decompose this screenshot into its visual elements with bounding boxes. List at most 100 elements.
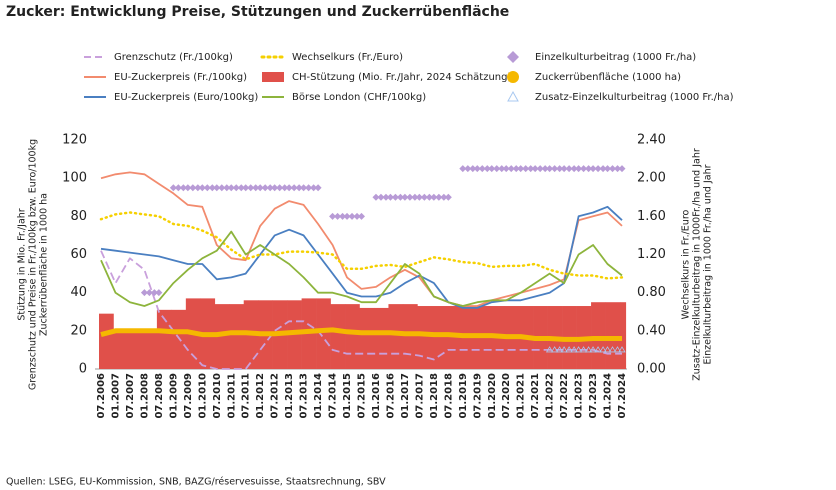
bar: [446, 306, 462, 369]
legend-swatch: [507, 71, 519, 83]
line: [100, 230, 623, 307]
line: [100, 250, 622, 370]
y2-tick-label: 2.00: [637, 171, 666, 186]
x-tick-label: 01.2019: [458, 373, 469, 419]
legend-label: EU-Zuckerpreis (Euro/100kg): [114, 92, 258, 103]
marker: [198, 184, 206, 192]
marker: [444, 193, 452, 201]
marker: [213, 184, 221, 192]
x-tick-label: 07.2006: [96, 373, 107, 419]
marker: [406, 193, 414, 201]
legend-item: EU-Zuckerpreis (Fr./100kg): [84, 72, 247, 83]
y-axis-label: Grenzschutz und Preise in Fr./100kg bzw.…: [28, 139, 39, 390]
x-tick-label: 07.2014: [328, 373, 339, 419]
marker: [314, 184, 322, 192]
x-tick-label: 01.2009: [168, 373, 179, 419]
bar: [373, 307, 389, 369]
marker: [208, 184, 216, 192]
marker: [560, 165, 568, 173]
x-tick-label: 01.2010: [197, 373, 208, 419]
marker: [396, 193, 404, 201]
legend-label: Börse London (CHF/100kg): [292, 92, 426, 103]
marker: [343, 212, 351, 220]
legend-item: EU-Zuckerpreis (Euro/100kg): [84, 92, 258, 103]
legend-swatch: [507, 90, 519, 102]
y2-tick-label: 0.00: [637, 362, 666, 377]
marker: [150, 289, 158, 297]
line: [100, 327, 622, 342]
marker: [589, 165, 597, 173]
x-tick-label: 01.2024: [603, 373, 614, 419]
marker: [353, 212, 361, 220]
bar: [99, 313, 114, 369]
legend-label: Zuckerrübenfläche (1000 ha): [535, 72, 681, 83]
bar: [316, 298, 331, 369]
x-tick-label: 01.2016: [371, 373, 382, 419]
marker: [604, 165, 612, 173]
x-tick-label: 01.2017: [400, 373, 411, 419]
marker: [372, 193, 380, 201]
marker: [584, 346, 593, 353]
chart-title: Zucker: Entwicklung Preise, Stützungen u…: [6, 4, 509, 20]
marker: [261, 184, 269, 192]
x-tick-label: 07.2017: [414, 373, 425, 419]
bar: [605, 302, 621, 369]
marker: [580, 165, 588, 173]
marker: [386, 193, 394, 201]
y2-tick-label: 0.80: [637, 285, 666, 300]
marker: [609, 165, 617, 173]
marker: [575, 165, 583, 173]
y2-axis-label: Wechselkurs in Fr./Euro: [681, 209, 692, 319]
x-tick-label: 07.2022: [559, 373, 570, 419]
legend-item: CH-Stützung (Mio. Fr./Jahr, 2024 Schätzu…: [262, 72, 511, 83]
x-tick-label: 01.2013: [284, 373, 295, 419]
marker: [517, 165, 525, 173]
marker: [545, 346, 554, 353]
marker: [459, 165, 467, 173]
marker: [502, 165, 510, 173]
y2-tick-label: 1.60: [637, 209, 666, 224]
marker: [570, 165, 578, 173]
marker: [179, 184, 187, 192]
marker: [271, 184, 279, 192]
marker: [483, 165, 491, 173]
x-tick-label: 01.2020: [487, 373, 498, 419]
bar: [214, 304, 230, 369]
marker: [613, 346, 622, 353]
marker: [300, 184, 308, 192]
x-tick-label: 01.2011: [226, 373, 237, 419]
marker: [570, 346, 578, 353]
x-tick-label: 01.2007: [110, 373, 121, 419]
y-axis-label: Zuckerrübenfläche in 1000 ha: [39, 193, 50, 336]
marker: [565, 165, 573, 173]
x-tick-label: 07.2007: [125, 373, 136, 419]
marker: [401, 193, 409, 201]
x-tick-label: 07.2024: [617, 373, 628, 419]
bar: [113, 328, 129, 369]
y2-tick-label: 2.40: [637, 133, 666, 148]
marker: [348, 212, 356, 220]
legend-item: Einzelkulturbeitrag (1000 Fr./ha): [507, 51, 696, 63]
x-tick-label: 07.2012: [270, 373, 281, 419]
y-tick-label: 100: [62, 171, 87, 186]
line: [100, 171, 623, 307]
bar: [402, 304, 418, 369]
y2-tick-label: 1.20: [637, 247, 666, 262]
marker: [589, 346, 597, 353]
line: [99, 211, 624, 280]
marker: [415, 193, 423, 201]
marker: [237, 184, 245, 192]
x-tick-label: 07.2021: [530, 373, 541, 419]
marker: [551, 165, 559, 173]
x-tick-label: 07.2018: [443, 373, 454, 419]
x-tick-label: 07.2016: [385, 373, 396, 419]
marker: [541, 165, 549, 173]
x-tick-label: 07.2010: [212, 373, 223, 419]
x-tick-label: 07.2020: [501, 373, 512, 419]
marker: [256, 184, 264, 192]
marker: [585, 165, 593, 173]
bar: [171, 309, 187, 369]
legend-label: Zusatz-Einzelkulturbeitrag (1000 Fr./ha): [535, 92, 734, 103]
marker: [550, 346, 559, 353]
marker: [555, 346, 564, 353]
